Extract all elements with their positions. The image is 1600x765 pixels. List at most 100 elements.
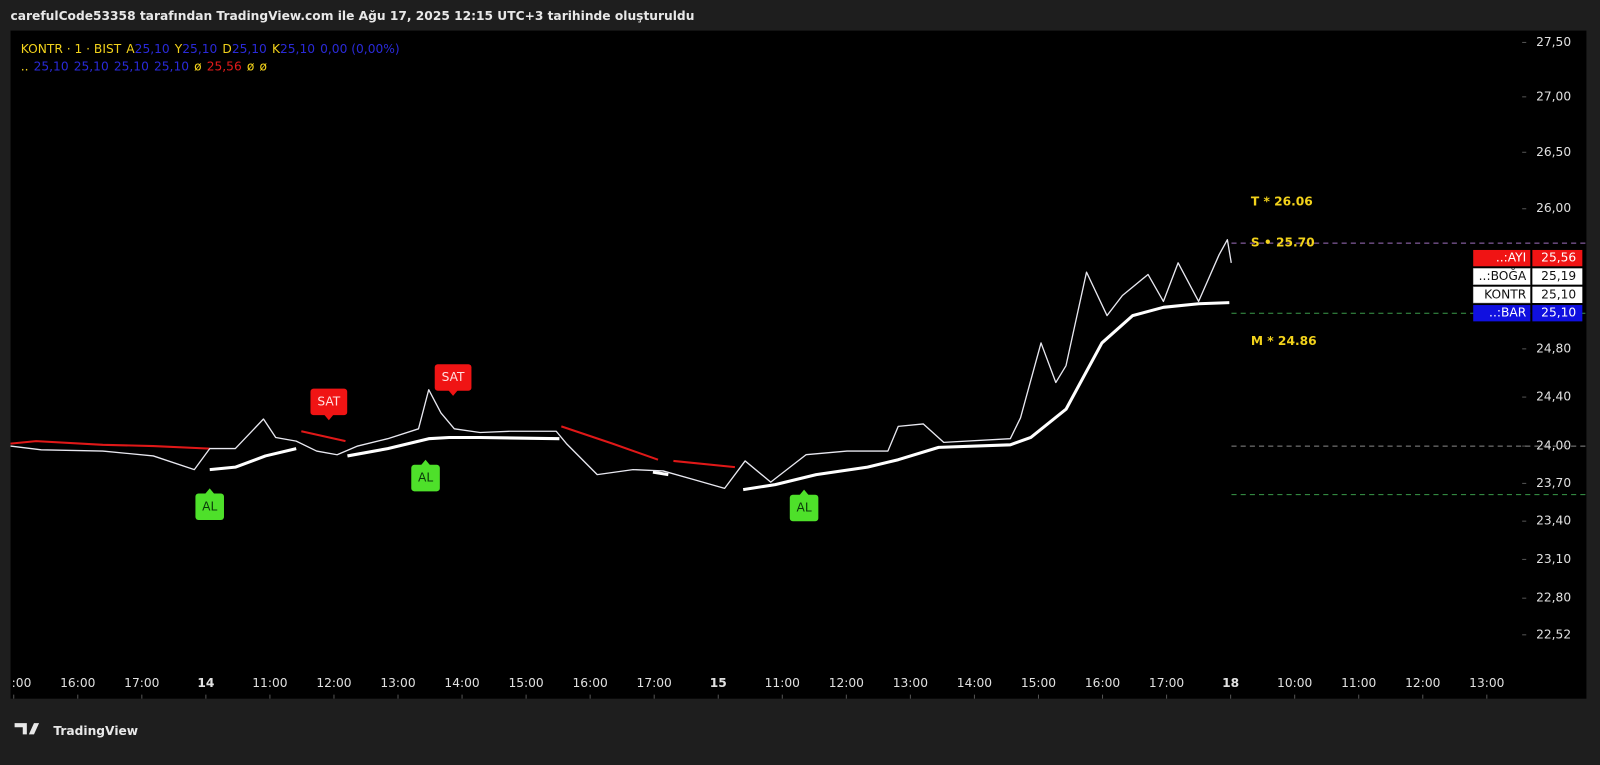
y-tick-label: 26,00 bbox=[1536, 201, 1571, 215]
tag-name: ..:AYI bbox=[1496, 251, 1526, 265]
signal-arrow bbox=[323, 414, 334, 421]
tag-name-box bbox=[1473, 249, 1531, 267]
x-tick-label: 14:00 bbox=[444, 676, 479, 690]
signal-box bbox=[310, 388, 348, 416]
legend-line: .. 25,10 25,10 25,10 25,10 ø 25,56 ø ø bbox=[21, 59, 268, 73]
tag-value: 25,10 bbox=[1541, 306, 1576, 320]
x-tick-label: 16:00 bbox=[1085, 676, 1120, 690]
x-tick-label: 10:00 bbox=[1277, 676, 1312, 690]
y-tick-label: 22,52 bbox=[1536, 627, 1571, 641]
y-tick-label: 26,50 bbox=[1536, 145, 1571, 159]
tag-name-box bbox=[1473, 305, 1531, 322]
x-tick-label: 17:00 bbox=[1149, 676, 1184, 690]
signal-arrow bbox=[798, 489, 810, 496]
level-label: S • 25.70 bbox=[1251, 236, 1315, 250]
signal-box bbox=[195, 493, 224, 521]
x-tick-label: 16:00 bbox=[60, 676, 95, 690]
tag-name-box bbox=[1472, 268, 1531, 285]
signal-arrow bbox=[204, 488, 215, 495]
signal-label: SAT bbox=[317, 394, 340, 408]
signal-label: AL bbox=[418, 471, 433, 485]
tag-value: 25,19 bbox=[1541, 269, 1576, 283]
plot: 15:00 16:00 17:00 14 11:00 12:00 13:00 14:00 15:… bbox=[0, 239, 1504, 699]
signal-arrow bbox=[447, 389, 459, 396]
x-tick-label: 14:00 bbox=[957, 676, 992, 690]
legend-item: 25,10 bbox=[74, 59, 109, 73]
logo-icon bbox=[14, 723, 40, 735]
x-tick-label: 17:00 bbox=[637, 676, 672, 690]
legend-item: 25,10 bbox=[154, 59, 189, 73]
level-label: M * 24.86 bbox=[1251, 334, 1317, 348]
legend-item: ø bbox=[259, 59, 267, 73]
overlay: KONTR · 1 · BIST A25,10 Y25,10 D25,10 K25,10… bbox=[21, 35, 1587, 641]
x-tick-label: 13:00 bbox=[1469, 676, 1504, 690]
legend-item: ø bbox=[194, 59, 202, 73]
x-tick-label: 11:00 bbox=[765, 676, 800, 690]
series-line bbox=[10, 239, 1232, 490]
legend-item: 25,10 bbox=[135, 41, 170, 55]
tag-value-box bbox=[1532, 305, 1583, 322]
legend-item: 25,10 bbox=[34, 59, 69, 73]
legend-item: A bbox=[126, 41, 135, 55]
signal-label: AL bbox=[796, 501, 811, 515]
x-tick-label: 12:00 bbox=[829, 676, 864, 690]
x-tick-label: 12:00 bbox=[1405, 676, 1440, 690]
level-label: T * 26.06 bbox=[1251, 194, 1313, 208]
x-tick-label: 18 bbox=[1222, 676, 1239, 690]
legend-item: ø bbox=[247, 59, 255, 73]
x-tick-label: 15 bbox=[710, 676, 727, 690]
y-tick-label: 24,40 bbox=[1536, 390, 1571, 404]
x-tick-label: 11:00 bbox=[252, 676, 287, 690]
x-tick-label: 11:00 bbox=[1341, 676, 1376, 690]
x-tick-label: 17:00 bbox=[124, 676, 159, 690]
tag-name: KONTR bbox=[1484, 287, 1527, 301]
tag-value: 25,10 bbox=[1541, 287, 1576, 301]
legend-item: K bbox=[272, 41, 281, 55]
brand: TradingView bbox=[53, 724, 138, 738]
y-tick-label: 23,70 bbox=[1536, 476, 1571, 490]
tag-name-box bbox=[1472, 286, 1531, 304]
legend-item: 25,56 bbox=[207, 59, 242, 73]
legend-item: 25,10 bbox=[232, 41, 267, 55]
x-tick-label: 13:00 bbox=[893, 676, 928, 690]
x-tick-label: 16:00 bbox=[573, 676, 608, 690]
y-tick-label: 27,00 bbox=[1536, 89, 1571, 103]
tag-name: ..:BAR bbox=[1489, 306, 1527, 320]
x-tick-label: 12:00 bbox=[316, 676, 351, 690]
tag-value-box bbox=[1532, 268, 1583, 285]
y-tick-label: 23,40 bbox=[1536, 514, 1571, 528]
signal-label: AL bbox=[202, 499, 217, 513]
signal-arrow bbox=[420, 459, 431, 466]
legend-item: 25,10 bbox=[182, 41, 217, 55]
x-tick-label: 15:00 bbox=[508, 676, 543, 690]
tv-logo: TradingView bbox=[14, 723, 138, 738]
x-tick-label: 14 bbox=[197, 676, 214, 690]
legend-item: 25,10 bbox=[280, 41, 315, 55]
legend-item: KONTR · 1 · BIST bbox=[21, 41, 122, 55]
signal-box bbox=[411, 464, 440, 492]
y-tick-label: 27,50 bbox=[1536, 35, 1571, 49]
tag-value-box bbox=[1532, 249, 1583, 267]
legend-item: .. bbox=[21, 59, 29, 73]
signal-box bbox=[789, 494, 819, 522]
y-tick-label: 23,10 bbox=[1536, 552, 1571, 566]
legend-item: 0,00 (0,00%) bbox=[320, 41, 400, 55]
header-text: carefulCode53358 tarafından TradingView.… bbox=[11, 9, 695, 23]
legend-item: 25,10 bbox=[114, 59, 149, 73]
y-tick-label: 22,80 bbox=[1536, 591, 1571, 605]
legend-item: Y bbox=[174, 41, 183, 55]
tag-value-box bbox=[1532, 286, 1583, 304]
x-tick-label: 13:00 bbox=[380, 676, 415, 690]
y-tick-label: 24,80 bbox=[1536, 341, 1571, 355]
tag-value: 25,56 bbox=[1541, 251, 1576, 265]
x-tick-label: 15:00 bbox=[1021, 676, 1056, 690]
legend-line: KONTR · 1 · BIST A25,10 Y25,10 D25,10 K25,10… bbox=[21, 41, 400, 55]
signal-box bbox=[434, 364, 472, 391]
x-tick-label: 15:00 bbox=[0, 676, 31, 690]
chart-area bbox=[10, 30, 1587, 699]
series-line bbox=[209, 301, 1230, 492]
signal-label: SAT bbox=[442, 370, 465, 384]
legend-item: D bbox=[222, 41, 231, 55]
